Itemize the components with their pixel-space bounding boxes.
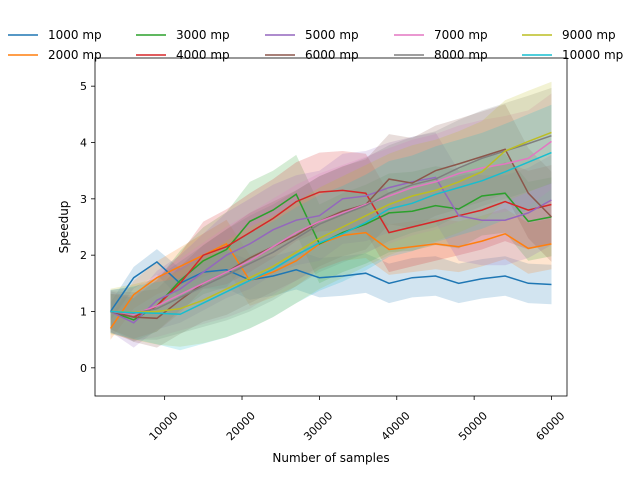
band-series-6 <box>110 104 552 348</box>
y-tick-label: 4 <box>80 137 87 150</box>
band-series-9 <box>110 81 552 347</box>
band-series-10 <box>110 104 552 351</box>
legend-label: 7000 mp <box>434 28 488 42</box>
y-tick-label: 2 <box>80 249 87 262</box>
line-series-7 <box>110 140 552 316</box>
x-tick-label: 20000 <box>224 409 258 443</box>
legend-label: 8000 mp <box>434 48 488 62</box>
line-series-5 <box>110 176 552 324</box>
y-tick-label: 1 <box>80 306 87 319</box>
legend-label: 9000 mp <box>562 28 616 42</box>
band-series-4 <box>110 151 552 339</box>
plot-area <box>94 57 568 397</box>
band-series-2 <box>110 207 552 340</box>
line-series-4 <box>110 189 552 318</box>
line-series-2 <box>109 231 552 329</box>
x-tick-label: 40000 <box>379 409 413 443</box>
line-series-9 <box>110 131 552 313</box>
legend-label: 5000 mp <box>305 28 359 42</box>
x-tick-label: 50000 <box>456 409 490 443</box>
x-tick-label: 10000 <box>147 409 181 443</box>
y-tick-label: 3 <box>80 193 87 206</box>
series-lines <box>109 131 553 329</box>
x-axis: 10000 20000 30000 40000 50000 60000 <box>147 396 567 443</box>
legend-label: 1000 mp <box>48 28 102 42</box>
x-tick-label: 60000 <box>533 409 567 443</box>
y-tick-label: 5 <box>80 80 87 93</box>
legend-label: 10000 mp <box>562 48 623 62</box>
y-axis: 0 1 2 3 4 5 <box>80 80 95 375</box>
x-axis-label: Number of samples <box>272 451 389 465</box>
legend-label: 6000 mp <box>305 48 359 62</box>
line-series-8 <box>110 134 552 314</box>
line-series-6 <box>110 148 553 320</box>
line-series-1 <box>109 260 552 312</box>
legend: 1000 mp 2000 mp 3000 mp 4000 mp 5000 mp 6000 … <box>8 28 623 62</box>
line-series-10 <box>110 151 552 316</box>
y-axis-label: Speedup <box>57 201 71 254</box>
x-tick-label: 30000 <box>301 409 335 443</box>
legend-label: 2000 mp <box>48 48 102 62</box>
band-series-8 <box>110 87 552 340</box>
band-series-3 <box>110 153 552 342</box>
y-tick-label: 0 <box>80 362 87 375</box>
band-series-1 <box>110 249 552 321</box>
legend-label: 3000 mp <box>176 28 230 42</box>
legend-label: 4000 mp <box>176 48 230 62</box>
